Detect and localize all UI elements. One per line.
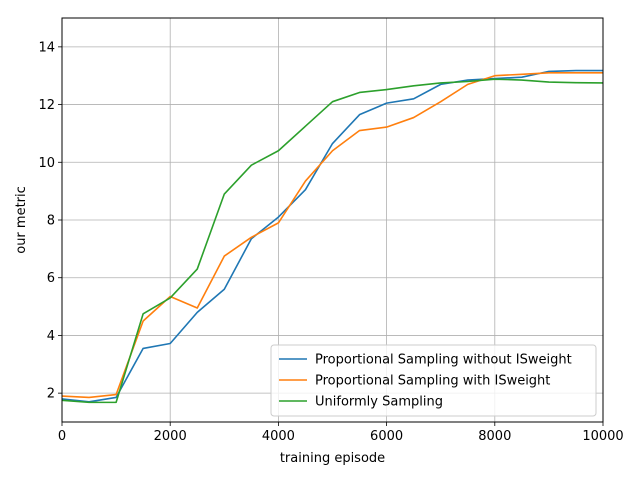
y-tick-label: 6	[47, 271, 55, 286]
x-tick-label: 6000	[370, 429, 403, 444]
legend: Proportional Sampling without ISweight Pr…	[270, 344, 597, 417]
ticks: 0 2000 4000 6000 8000 10000 2 4 6 8 10 12 14	[38, 40, 623, 444]
y-tick-label: 8	[47, 214, 55, 229]
y-tick-label: 2	[47, 387, 55, 402]
x-tick-label: 10000	[582, 429, 623, 444]
legend-label: Proportional Sampling with ISweight	[315, 374, 550, 389]
series-line-2	[61, 72, 603, 399]
legend-box	[270, 344, 597, 417]
x-axis-label: training episode	[280, 451, 385, 466]
y-tick-label: 4	[47, 329, 55, 344]
y-tick-label: 14	[38, 40, 55, 55]
x-tick-label: 2000	[154, 429, 187, 444]
y-tick-label: 10	[38, 156, 55, 171]
legend-label: Proportional Sampling without ISweight	[315, 353, 572, 368]
legend-label: Uniformly Sampling	[315, 395, 443, 410]
series-line-1	[61, 69, 603, 403]
grid	[61, 18, 604, 422]
series-line-3	[61, 78, 604, 404]
x-tick-label: 0	[58, 429, 66, 444]
y-axis-label: our metric	[14, 186, 29, 254]
series-lines	[61, 69, 604, 404]
y-tick-label: 12	[38, 98, 55, 113]
x-tick-label: 8000	[478, 429, 511, 444]
x-tick-label: 4000	[262, 429, 295, 444]
